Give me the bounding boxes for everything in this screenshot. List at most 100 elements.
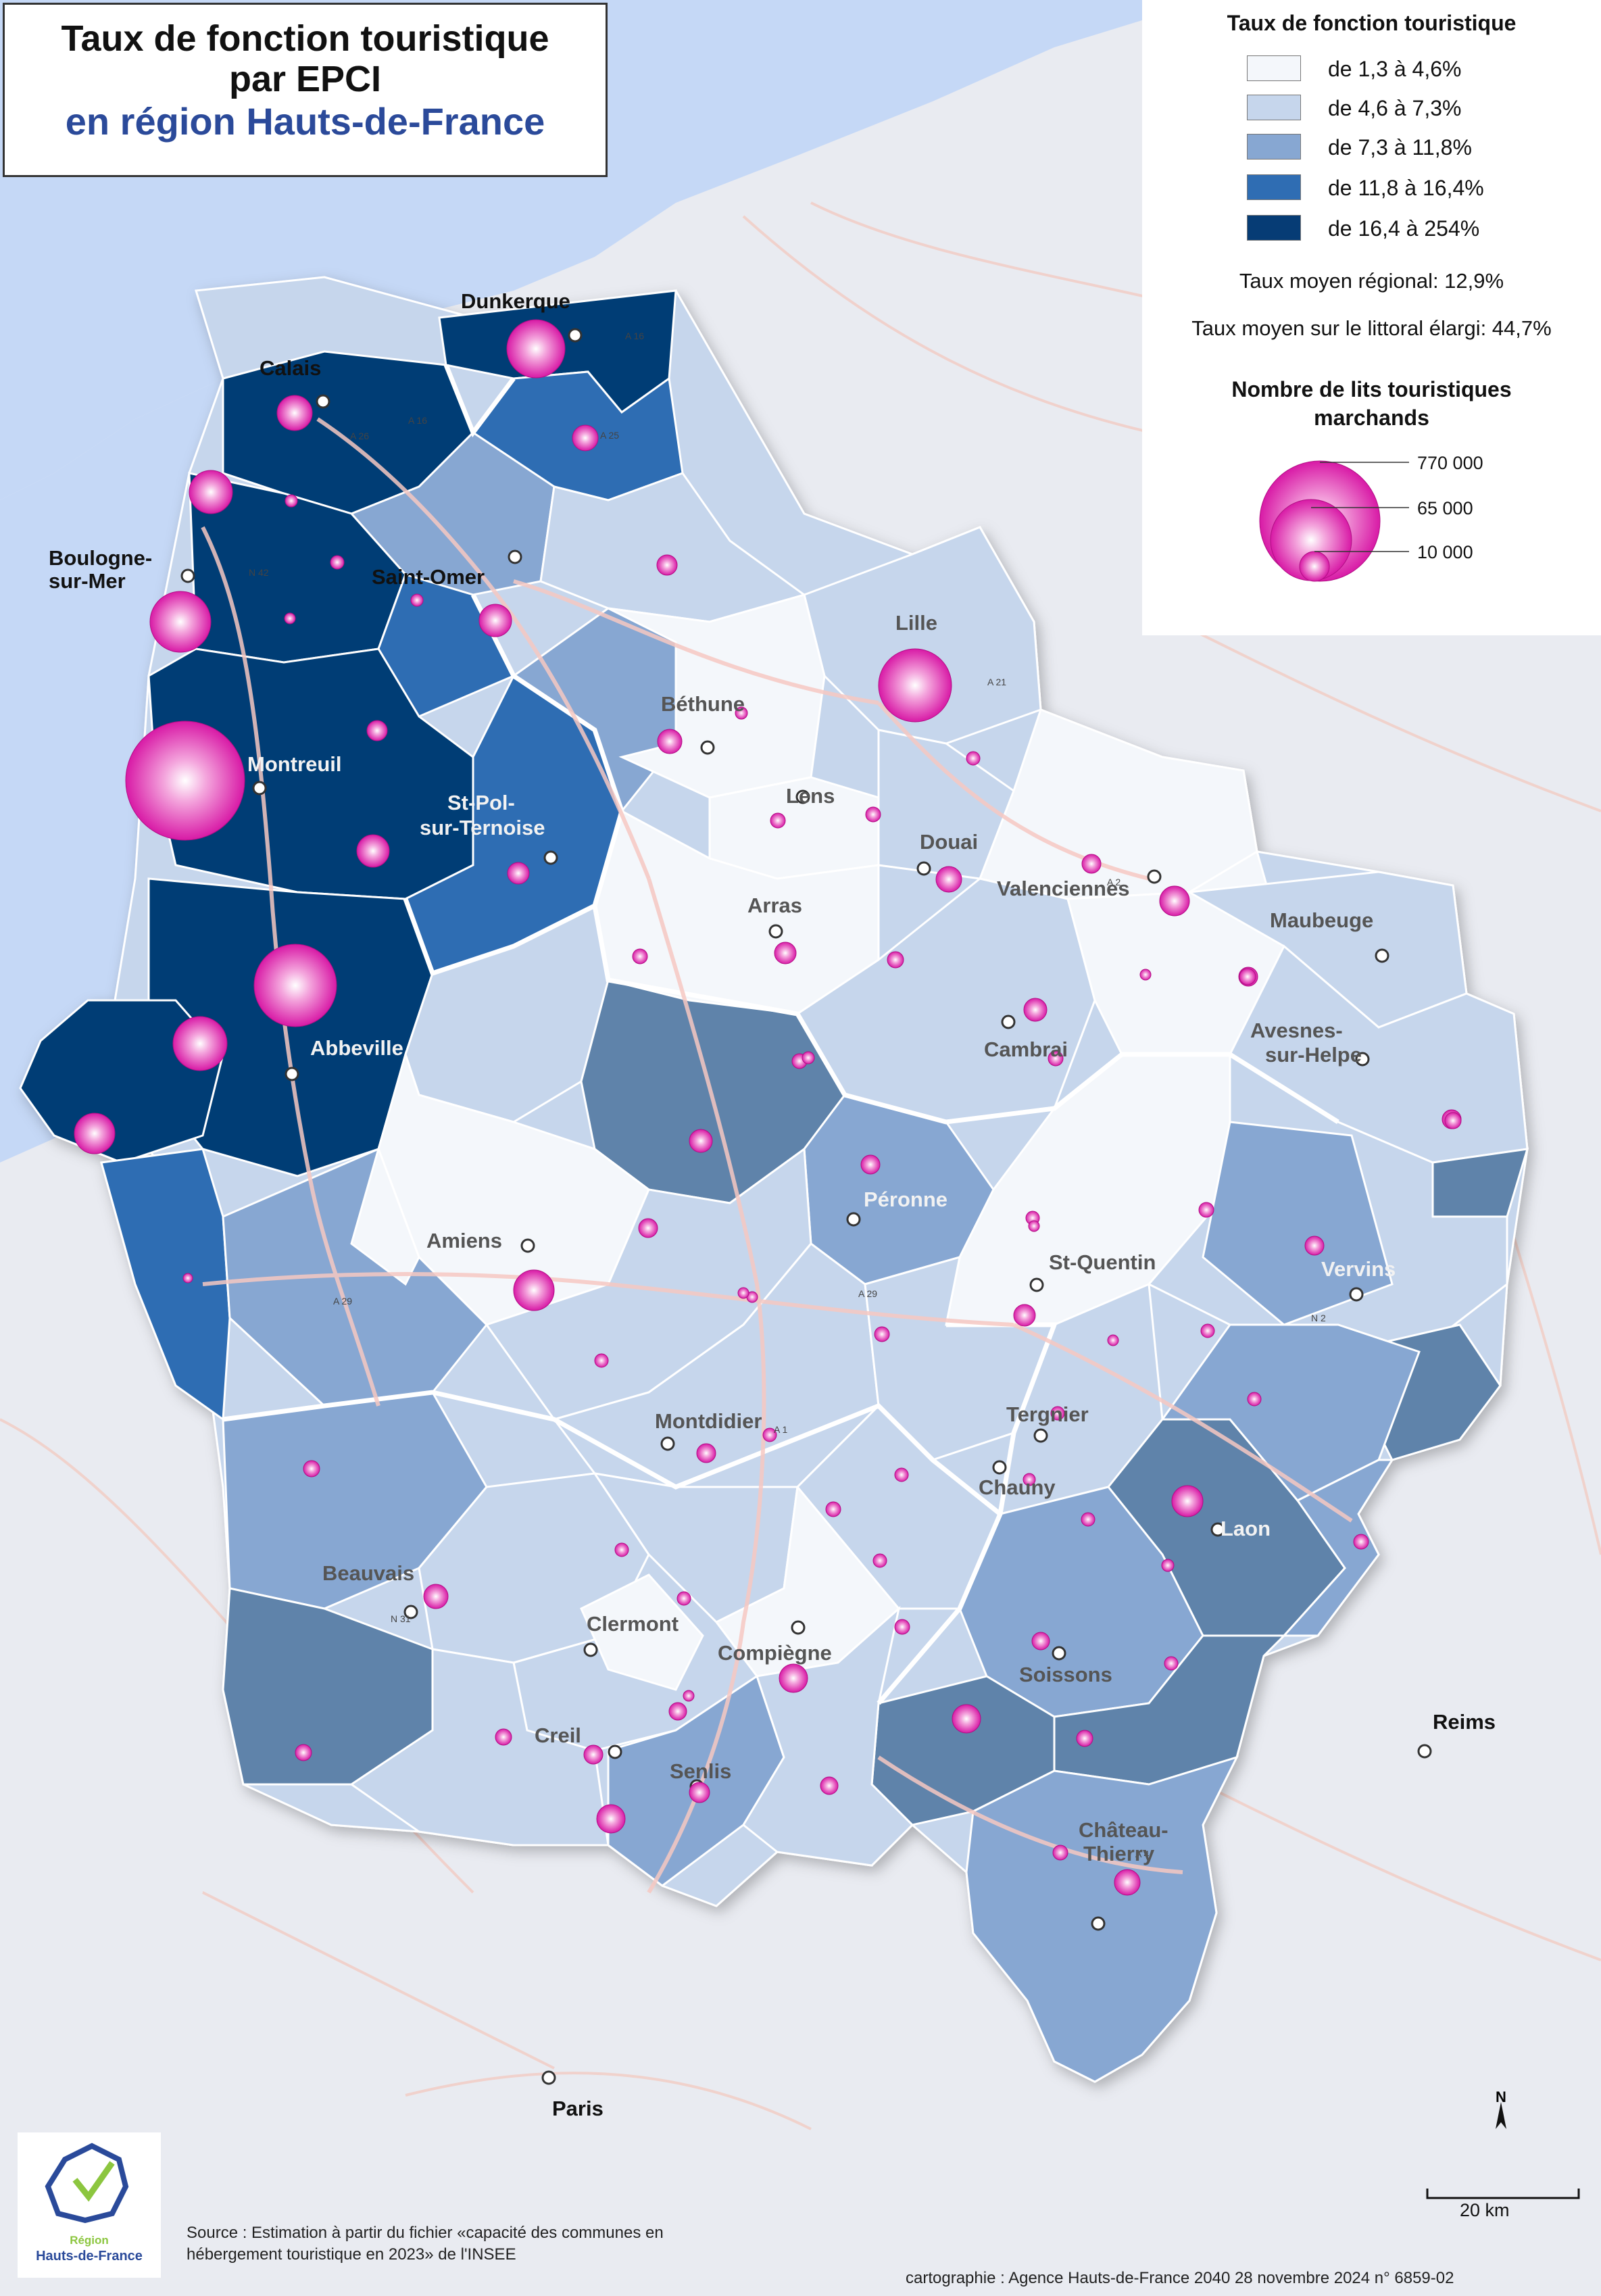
france-map-icon [45,2143,129,2224]
road-a26: A 26 [350,431,369,441]
road-a21: A 21 [987,677,1006,687]
city-marker-stpol [543,850,558,865]
bubble-misc-9 [820,1776,839,1795]
bubble-misc-7 [860,1154,881,1175]
city-label-dunkerque: Dunkerque [461,289,570,313]
city-label-chauny: Chauny [979,1475,1056,1499]
bubble-misc-48 [410,593,424,607]
bubble-saint-omer [478,604,512,637]
legend-bubble-value-3: 10 000 [1417,542,1473,562]
road-a2: A 2 [1107,877,1120,887]
bubble-stpol [507,862,530,885]
city-label-abbeville: Abbeville [310,1036,403,1060]
bubble-misc-18 [865,806,881,823]
road-n2: N 2 [1311,1313,1326,1323]
city-marker-boulogne [180,568,195,583]
road-n42: N 42 [249,567,269,578]
city-label-avesnes-1: Avesnes- [1250,1019,1343,1042]
legend-swatch-3 [1247,134,1301,160]
bubble-misc-15 [887,951,904,969]
city-label-calais: Calais [260,356,322,380]
bubble-compiegne [779,1663,808,1693]
bubble-misc-6 [638,1218,658,1238]
source-line-1: Source : Estimation à partir du fichier … [187,2224,664,2242]
bubble-misc-32 [614,1542,629,1557]
road-n31: N 31 [391,1613,411,1624]
road-a16-1: A 16 [625,331,644,341]
city-marker-peronne [846,1212,861,1227]
city-label-clermont: Clermont [587,1612,679,1636]
bubble-misc-1 [1081,854,1102,874]
city-label-stpol-2: sur-Ternoise [420,816,545,839]
background-roads [0,201,1601,2130]
legend-label-3: de 7,3 à 11,8% [1328,135,1472,160]
bubble-misc-27 [894,1619,910,1635]
city-label-bethune: Béthune [661,692,745,716]
bubble-dunkerque [506,319,566,378]
legend-swatch-1 [1247,55,1301,81]
city-marker-lens [795,789,810,804]
bubble-montreuil [125,720,245,841]
city-label-beauvais: Beauvais [322,1561,415,1585]
legend-bubble-small [1299,551,1330,582]
bubble-abbeville [172,1016,228,1071]
bubble-misc-11 [1031,1632,1050,1651]
city-marker-soissons [1052,1646,1066,1661]
city-label-chateau-thierry-2: Thierry [1083,1842,1155,1865]
bubble-misc-21 [1048,1050,1064,1067]
legend-label-2: de 4,6 à 7,3% [1328,96,1462,120]
bubble-bethune [657,729,683,754]
city-marker-stquentin [1029,1277,1044,1292]
bubble-desvres [366,720,388,741]
bubble-calais [276,395,313,431]
bubble-misc-36 [1200,1323,1215,1338]
city-marker-avesnes [1355,1052,1370,1067]
city-label-amiens: Amiens [426,1229,502,1252]
city-label-lens: Lens [786,784,835,808]
city-marker-abbeville [285,1067,299,1081]
bubble-soissons-west [952,1704,981,1734]
title-line-1: Taux de fonction touristique [61,18,549,59]
city-marker-beauvais [403,1605,418,1619]
scale-label: 20 km [1460,2200,1510,2220]
bubble-misc-16 [495,1728,512,1746]
bubble-valenciennes [1159,885,1190,917]
city-marker-vervins [1349,1287,1364,1302]
credit-note: cartographie : Agence Hauts-de-France 20… [906,2269,1454,2287]
city-marker-compiegne [791,1620,806,1635]
title-box: Taux de fonction touristique par EPCI en… [3,3,608,177]
bubble-misc-10 [668,1702,687,1721]
bubble-albert [689,1129,713,1153]
title-line-2: par EPCI [228,59,382,99]
bubble-misc-17 [1239,968,1256,985]
city-label-saint-omer: Saint-Omer [372,565,485,589]
city-label-avesnes-2: sur-Helpe [1265,1043,1362,1067]
scale-bar [1426,2189,1580,2199]
city-marker-arras [768,924,783,939]
bubble-flandre-int [656,554,678,576]
bubble-misc-51 [683,1690,695,1702]
road-a29-2: A 29 [858,1288,877,1299]
legend-bubbles-title-1: Nombre de lits touristiques [1231,377,1512,401]
epci-vervins [1202,1121,1394,1326]
city-marker-tergnier [1033,1428,1048,1443]
road-a1: A 1 [774,1424,787,1435]
bubble-flandre [572,424,599,451]
legend-bubbles-title-2: marchands [1314,406,1429,430]
city-label-vervins: Vervins [1321,1257,1396,1281]
bubble-cambrai [1023,998,1048,1022]
bubble-misc-30 [894,1467,909,1482]
city-label-maubeuge: Maubeuge [1270,908,1374,932]
bubble-boulogne [149,591,212,653]
road-a16-2: A 16 [408,415,427,426]
city-marker-maubeuge [1375,948,1389,963]
bubble-misc-19 [770,812,786,829]
bubble-misc-14 [1444,1112,1462,1129]
bubble-misc-54 [737,1287,749,1299]
bubble-misc-13 [295,1744,312,1761]
bubble-misc-25 [632,948,648,964]
city-label-soissons: Soissons [1019,1663,1112,1686]
city-marker-bethune [700,740,715,755]
bubble-stpol-south [356,834,390,868]
region-logo: Région Hauts-de-France [18,2132,161,2278]
